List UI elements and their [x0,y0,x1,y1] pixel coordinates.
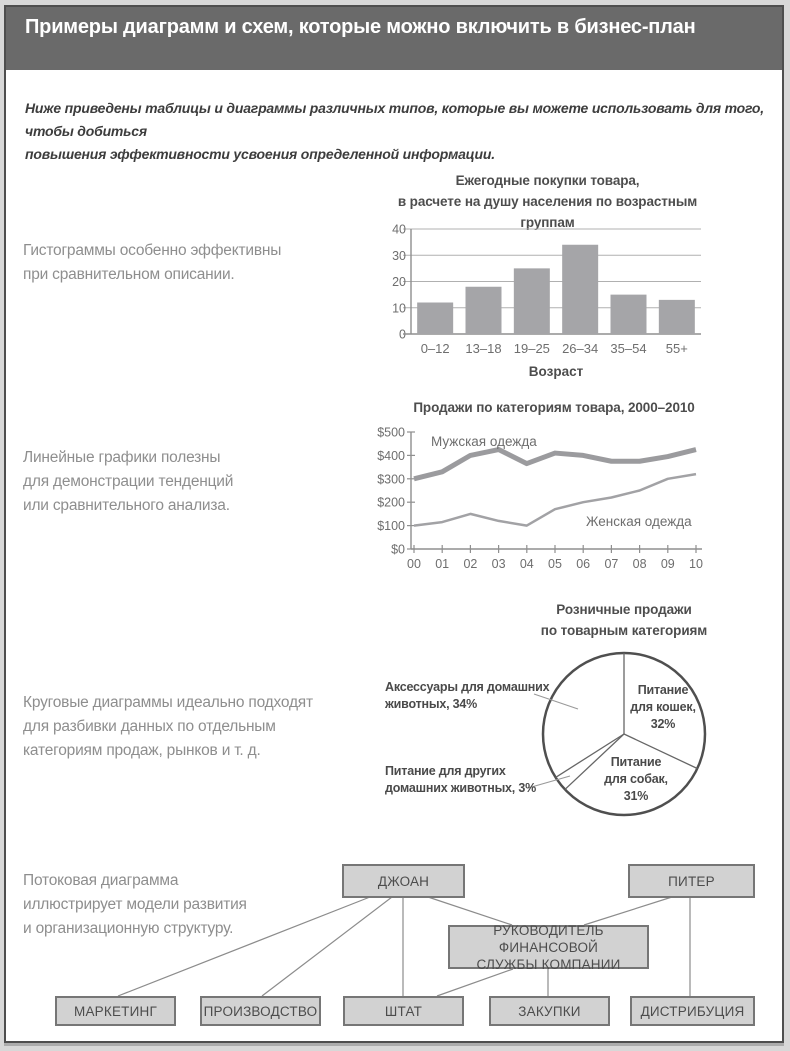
x-tick-label: 03 [492,557,506,571]
pie-label-cat-food: Питание для кошек, 32% [630,683,696,731]
page-title: Примеры диаграмм и схем, которые можно в… [6,7,782,70]
x-tick-label: 05 [548,557,562,571]
y-tick-label: 20 [392,275,406,289]
bar [658,299,695,334]
x-tick-label: 0–12 [421,341,450,356]
leader-line [527,775,571,789]
org-connector [427,896,513,926]
leader-line [533,693,579,710]
intro-text: Ниже приведены таблицы и диаграммы разли… [25,100,764,162]
y-tick-label: 30 [392,249,406,263]
pie-label-accessories: Аксессуары для домашних животных, 34% [385,680,550,711]
series-line [413,447,697,482]
org-connector [436,968,514,997]
bar-chart-title: Ежегодные покупки товара, в расчете на д… [397,173,698,230]
bar-chart: 0 10 20 30 40 0–12 13–18 19–25 26–34 35–54 55+ Возр… [392,223,701,379]
series-label: Мужская одежда [431,434,537,449]
pie-label-dog-food: Питание для собак, 31% [604,755,668,803]
bar-section-description: Гистограммы особенно эффективны при срав… [23,242,282,283]
org-connector [583,896,673,926]
x-tick-label: 08 [633,557,647,571]
y-tick-label: $200 [377,496,405,510]
x-tick-label: 35–54 [610,341,646,356]
y-tick-label: $300 [377,472,405,486]
org-node-staff: ШТАТ [343,996,464,1026]
org-node-marketing: МАРКЕТИНГ [55,996,176,1026]
series-label: Женская одежда [586,514,692,529]
x-tick-label: 55+ [666,341,688,356]
bar [610,294,647,334]
x-tick-label: 04 [520,557,534,571]
y-tick-label: 10 [392,301,406,315]
y-tick-label: $0 [391,543,405,557]
y-tick-label: 40 [392,223,406,237]
page-title-line1: Примеры диаграмм и схем, [25,16,294,38]
line-chart: $0 $100 $200 $300 $400 $500 00 01 02 03 04 05 06 07 08… [377,426,703,572]
y-tick-label: $100 [377,519,405,533]
pie-divider [564,733,625,790]
org-chart-connectors [117,896,691,997]
x-tick-label: 06 [576,557,590,571]
line-section-description: Линейные графики полезны для демонстраци… [23,449,234,514]
x-tick-label: 01 [435,557,449,571]
org-node-distribution: ДИСТРИБУЦИЯ [630,996,755,1026]
org-connector [117,896,371,997]
x-tick-label: 09 [661,557,675,571]
pie-label-other-pet-food: Питание для других домашних животных, 3% [385,764,537,795]
series-line [413,472,697,527]
pie-chart [527,651,707,817]
pie-divider [555,733,625,778]
org-node-joan: ДЖОАН [342,864,465,898]
book-page: Примеры диаграмм и схем, которые можно в… [4,5,784,1043]
y-tick-label: 0 [399,328,406,342]
pie-section-description: Круговые диаграммы идеально подходят для… [23,694,313,759]
x-tick-label: 10 [689,557,703,571]
y-tick-label: $400 [377,449,405,463]
y-tick-label: $500 [377,426,405,440]
x-tick-label: 26–34 [562,341,598,356]
bar [513,268,550,334]
x-tick-label: 02 [463,557,477,571]
bar [417,302,454,334]
x-tick-label: 00 [407,557,421,571]
x-tick-label: 07 [604,557,618,571]
pie-divider [623,733,698,770]
org-connector [261,896,393,997]
line-chart-title: Продажи по категориям товара, 2000–2010 [413,400,695,415]
org-node-purchasing: ЗАКУПКИ [489,996,610,1026]
org-node-finance-chief: РУКОВОДИТЕЛЬ ФИНАНСОВОЙ СЛУЖБЫ КОМПАНИИ [448,923,649,972]
bar [465,286,502,334]
x-axis-label: Возраст [529,364,584,379]
org-node-production: ПРОИЗВОДСТВО [200,996,321,1026]
flow-section-description: Потоковая диаграмма иллюстрирует модели … [23,872,247,937]
bar [562,244,599,334]
x-tick-label: 13–18 [465,341,501,356]
pie-chart-title: Розничные продажи по товарным категориям [540,602,708,638]
org-node-piter: ПИТЕР [628,864,755,898]
x-tick-label: 19–25 [514,341,550,356]
page-title-line2: которые можно включить в бизнес-план [298,16,696,38]
